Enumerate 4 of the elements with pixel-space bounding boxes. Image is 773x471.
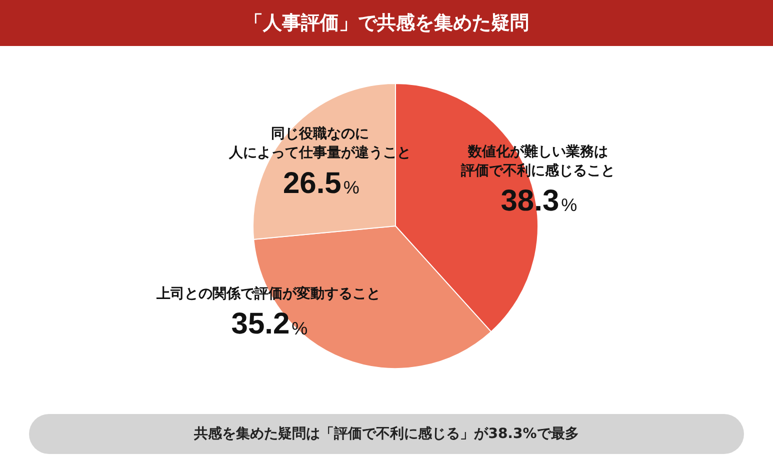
text: 共感を集めた疑問は「評価で不利に感じる」が38.3%で最多 [29, 414, 744, 454]
chart-title: 「人事評価」で共感を集めた疑問 [0, 0, 773, 46]
data-label: 26.5% [282, 166, 360, 200]
slice-label: 同じ役職なのに人によって仕事量が違うこと [228, 125, 412, 162]
